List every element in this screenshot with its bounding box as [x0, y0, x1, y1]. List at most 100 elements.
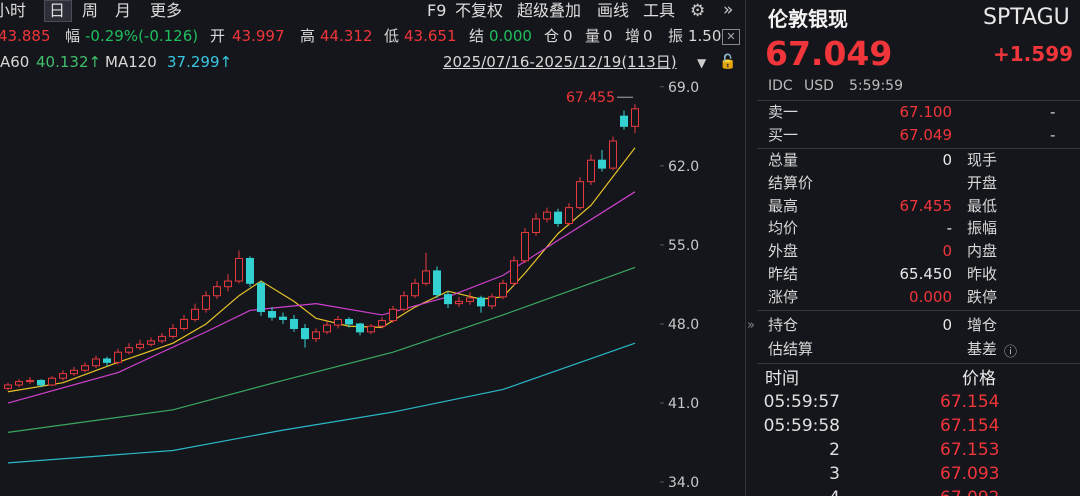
instrument-name: 伦敦银现	[768, 7, 848, 31]
stat-label: 跌停	[967, 287, 998, 306]
y-tick-label: 34.0	[668, 475, 699, 491]
meta: IDC	[768, 78, 793, 94]
candle-body	[59, 373, 67, 379]
stat-label: 涨停	[768, 287, 799, 306]
quote-label: 高	[300, 27, 316, 45]
trade-time: 2	[829, 440, 840, 460]
candle-body	[367, 325, 375, 333]
meta: USD	[804, 78, 834, 94]
stat-label: 现手	[967, 151, 998, 169]
stat-label: 均价	[768, 219, 799, 238]
quote-value: 43.651	[404, 27, 457, 45]
stat-label: 持仓	[768, 316, 799, 334]
lock-icon[interactable]: 🔓	[719, 54, 737, 70]
candle-body	[598, 159, 606, 169]
candle-body	[543, 211, 551, 220]
quote-value: 44.312	[320, 27, 373, 45]
stat-label: 振幅	[967, 219, 998, 238]
candle-body	[488, 296, 496, 307]
quote-label: 结	[469, 27, 485, 45]
stat-value: 65.450	[899, 265, 953, 283]
book-volume: -	[1050, 126, 1056, 144]
candle-body	[147, 340, 155, 345]
candle-body	[180, 318, 188, 329]
quote-value: 1.50	[688, 27, 722, 45]
trade-time: 05:59:57	[763, 392, 840, 412]
tool-button[interactable]: F9	[427, 1, 447, 20]
candle-body	[477, 297, 485, 307]
period-tab[interactable]: 日	[49, 1, 66, 20]
trades-header: 价格	[962, 369, 996, 389]
quote-value: 0	[643, 27, 653, 45]
ma-line	[7, 147, 636, 393]
tool-button[interactable]: 超级叠加	[517, 1, 582, 20]
candle-body	[279, 316, 287, 320]
candle-body	[246, 257, 254, 284]
book-volume: -	[1050, 103, 1056, 121]
period-tab[interactable]: 小时	[0, 1, 27, 20]
separator	[757, 100, 1080, 101]
candle-body	[224, 280, 232, 288]
stat-value: 0	[942, 151, 952, 169]
meta: 5:59:59	[849, 78, 903, 94]
candle-body	[48, 377, 56, 386]
candle-body	[521, 231, 529, 262]
quote-value: 0	[563, 27, 573, 45]
candle-body	[4, 384, 12, 389]
tool-button[interactable]: 工具	[643, 1, 676, 20]
candle-body	[92, 358, 100, 367]
candle-body	[301, 327, 309, 340]
price-change: +1.599	[993, 42, 1074, 66]
candle-body	[466, 297, 474, 302]
separator	[757, 310, 1080, 311]
period-tab[interactable]: 更多	[150, 1, 183, 20]
trade-price: 67.154	[940, 392, 1000, 412]
period-tab[interactable]: 周	[82, 1, 99, 20]
period-selected-bg	[44, 0, 72, 22]
stat-label: 昨结	[768, 265, 799, 283]
y-tick-label: 48.0	[668, 317, 699, 333]
separator	[757, 363, 1080, 364]
candle-body	[378, 320, 386, 327]
book-price: 67.049	[899, 126, 953, 144]
date-range[interactable]: 2025/07/16-2025/12/19(113日)	[443, 53, 677, 71]
ma-line	[7, 266, 636, 433]
candle-body	[400, 295, 408, 310]
y-tick-label: 69.0	[668, 80, 699, 96]
book-price: 67.100	[899, 103, 953, 121]
high-label: 67.455	[566, 90, 615, 106]
tool-button[interactable]: 不复权	[455, 1, 504, 20]
stat-value: 0	[942, 316, 952, 334]
trades-header: 时间	[765, 369, 799, 389]
candle-body	[169, 327, 177, 337]
expand-icon[interactable]: »	[723, 0, 734, 20]
close-icon[interactable]: ✕	[722, 29, 740, 45]
quote-label: 量	[585, 27, 601, 45]
dropdown-icon[interactable]: ▼	[697, 56, 707, 70]
candle-body	[290, 318, 298, 329]
quote-value: 43.997	[232, 27, 285, 45]
y-tick-label: 62.0	[668, 159, 699, 175]
quote-label: 低	[384, 27, 400, 45]
info-icon[interactable]: ⓘ	[1004, 345, 1018, 360]
tool-button[interactable]: 画线	[597, 1, 630, 20]
quote-label: 开	[210, 27, 226, 45]
trade-price: 67.153	[940, 440, 1000, 460]
trade-time: 4	[755, 488, 840, 496]
quote-label: 振	[668, 27, 684, 45]
collapse-handle[interactable]: »	[747, 318, 755, 333]
y-tick-label: 41.0	[668, 396, 699, 412]
stat-label: 内盘	[967, 242, 998, 261]
candle-body	[532, 218, 540, 233]
stat-label: 昨收	[967, 265, 998, 283]
candle-body	[609, 140, 617, 169]
candle-body	[455, 300, 463, 305]
candle-body	[257, 282, 265, 313]
settings-icon[interactable]: ⚙	[690, 1, 706, 21]
stat-label: 总量	[768, 151, 799, 169]
period-tab[interactable]: 月	[115, 1, 132, 20]
candle-body	[191, 308, 199, 320]
stat-label: 最低	[967, 196, 998, 215]
candle-body	[323, 324, 331, 333]
trade-price: 67.092	[940, 488, 999, 496]
